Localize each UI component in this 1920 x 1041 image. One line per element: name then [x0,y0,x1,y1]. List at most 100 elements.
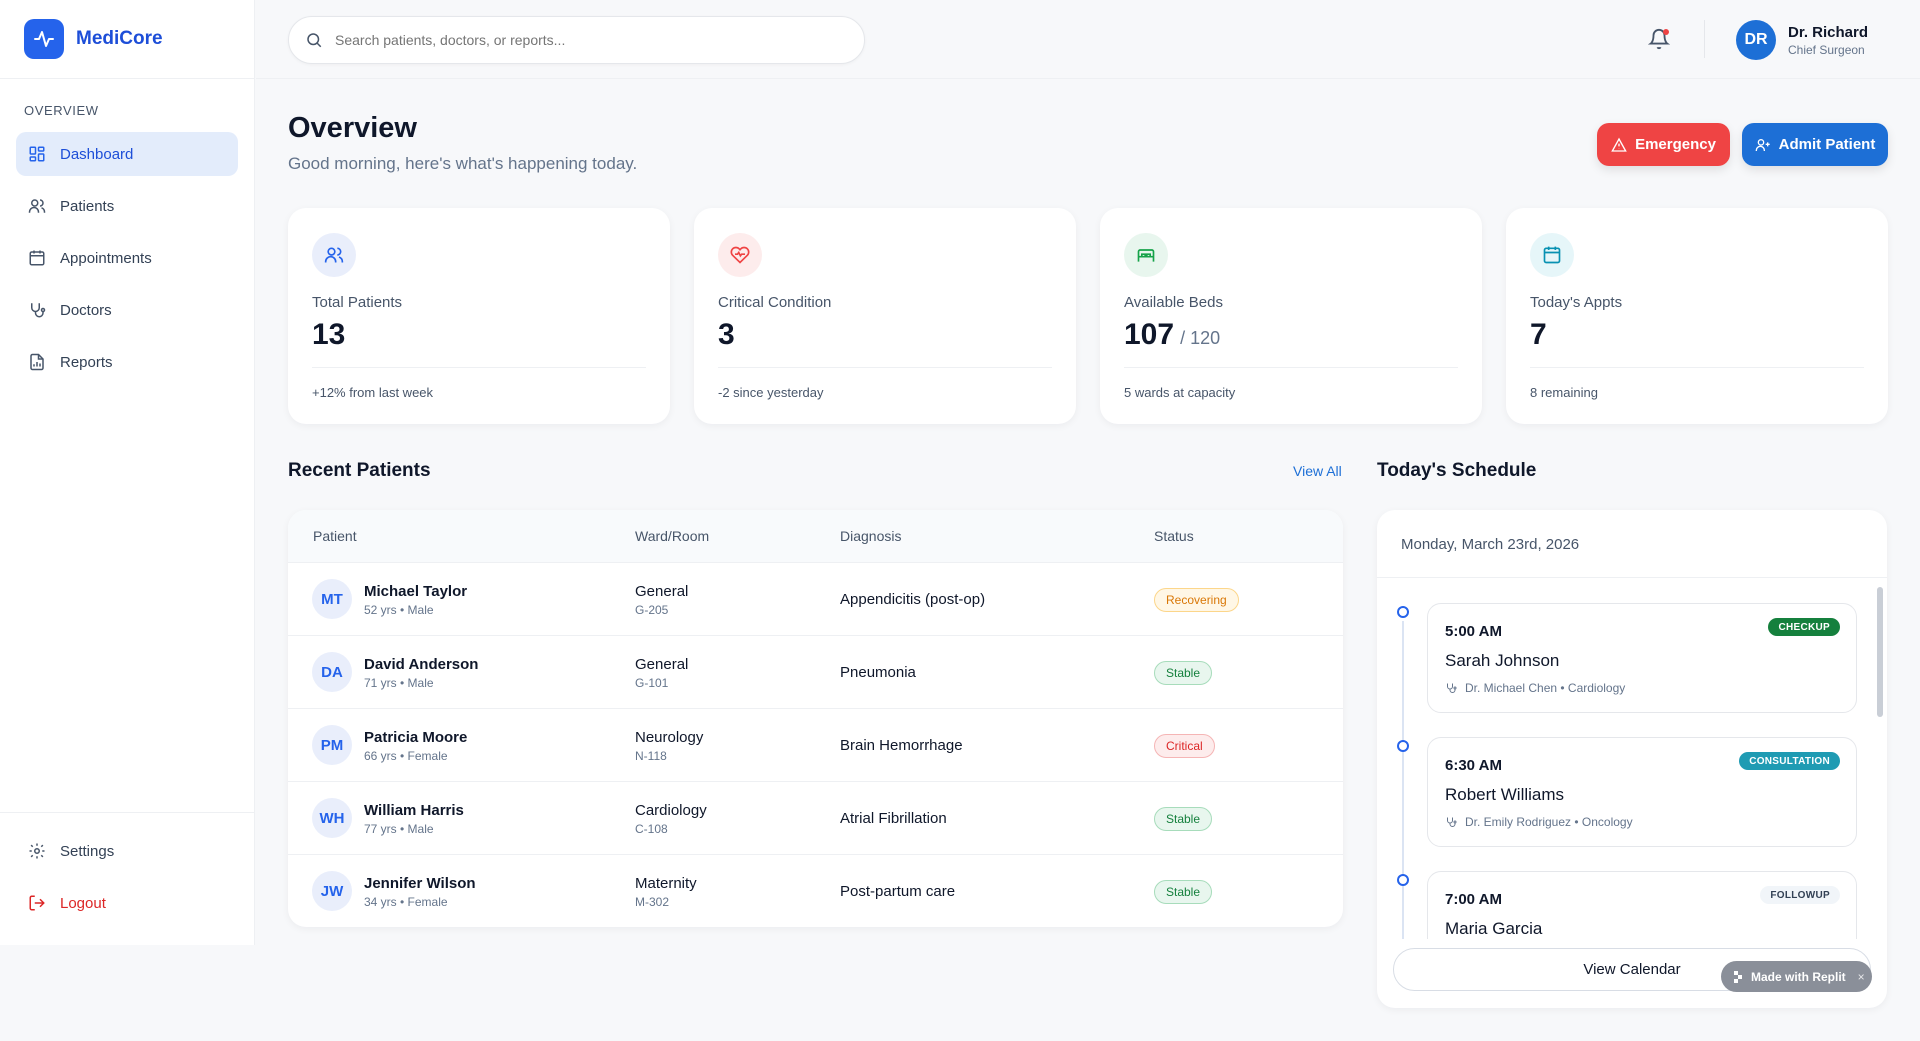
appointment-doctor: Dr. Emily Rodriguez • Oncology [1445,815,1633,829]
sidebar-item-logout[interactable]: Logout [16,881,238,925]
patient-avatar: DA [312,652,352,692]
header-divider [1704,20,1705,58]
calendar-icon [1530,233,1574,277]
timeline-dot [1397,874,1409,886]
stat-value: 107/ 120 [1124,318,1221,351]
report-icon [30,353,44,371]
column-header[interactable]: Ward/Room [635,528,710,544]
avatar: DR [1736,20,1776,60]
table-row[interactable]: PM Patricia Moore 66 yrs • Female Neurol… [288,709,1343,782]
stat-label: Today's Appts [1530,294,1623,311]
sidebar-item-label: Appointments [60,249,152,267]
patient-name: Michael Taylor [364,583,468,600]
search-input[interactable] [335,32,835,48]
appointment-time: 5:00 AM [1445,623,1502,640]
appointment-card[interactable]: 7:00 AM FOLLOWUP Maria Garcia [1427,871,1857,939]
emergency-button[interactable]: Emergency [1597,123,1730,166]
patient-meta: 52 yrs • Male [364,603,434,617]
column-header[interactable]: Patient [313,528,357,544]
stat-footnote: -2 since yesterday [718,385,824,400]
sidebar-item-settings[interactable]: Settings [16,829,238,873]
sidebar-item-appointments[interactable]: Appointments [16,236,238,280]
bed-icon [1124,233,1168,277]
stat-footnote: 8 remaining [1530,385,1598,400]
sidebar-item-doctors[interactable]: Doctors [16,288,238,332]
logout-icon [29,895,45,911]
close-icon[interactable]: × [1857,969,1865,984]
column-header[interactable]: Status [1154,528,1194,544]
stat-value-suffix: / 120 [1180,328,1221,348]
nav-heading: OVERVIEW [24,103,99,118]
user-role: Chief Surgeon [1788,42,1865,57]
heart-pulse-icon [718,233,762,277]
stat-card-critical: Critical Condition 3 -2 since yesterday [694,208,1076,424]
stethoscope-icon [1447,683,1457,693]
stat-card-total-patients: Total Patients 13 +12% from last week [288,208,670,424]
page-subtitle: Good morning, here's what's happening to… [288,154,638,173]
table-row[interactable]: JW Jennifer Wilson 34 yrs • Female Mater… [288,855,1343,927]
room: C-108 [635,822,668,836]
made-with-replit-badge[interactable]: Made with Replit × [1721,961,1872,992]
appointment-patient: Sarah Johnson [1445,651,1560,670]
schedule-list[interactable]: 5:00 AM CHECKUP Sarah Johnson Dr. Michae… [1377,579,1887,939]
sidebar-item-label: Doctors [60,301,112,319]
patient-avatar: JW [312,871,352,911]
diagnosis: Brain Hemorrhage [840,737,963,754]
brand-name: MediCore [76,28,163,49]
ward: Neurology [635,729,704,746]
patient-avatar: WH [312,798,352,838]
appointment-type-badge: FOLLOWUP [1760,886,1840,904]
bell-icon [1647,29,1671,50]
patient-meta: 34 yrs • Female [364,895,448,909]
users-icon [28,199,46,213]
room: G-205 [635,603,669,617]
sidebar-item-reports[interactable]: Reports [16,340,238,384]
calendar-icon [29,250,45,266]
scrollbar[interactable] [1877,587,1883,717]
patient-meta: 77 yrs • Male [364,822,434,836]
replit-icon [1734,970,1742,983]
stat-footnote: 5 wards at capacity [1124,385,1236,400]
appointment-type-badge: CHECKUP [1768,618,1840,636]
appointment-card[interactable]: 5:00 AM CHECKUP Sarah Johnson Dr. Michae… [1427,603,1857,713]
patient-name: William Harris [364,802,464,819]
timeline-dot [1397,606,1409,618]
status-badge: Critical [1154,734,1215,758]
ward: Maternity [635,875,697,892]
patient-avatar: MT [312,579,352,619]
appointment-patient: Maria Garcia [1445,919,1543,938]
appointment-patient: Robert Williams [1445,785,1565,804]
search-icon [307,33,322,48]
table-header: Patient Ward/Room Diagnosis Status [288,510,1343,563]
patients-table: Patient Ward/Room Diagnosis Status MT Mi… [288,510,1343,927]
search-bar[interactable] [288,16,865,64]
page-title: Overview [288,112,417,144]
user-menu[interactable]: DR Dr. Richard Chief Surgeon [1736,20,1868,60]
room: G-101 [635,676,669,690]
table-row[interactable]: MT Michael Taylor 52 yrs • Male General … [288,563,1343,636]
room: M-302 [635,895,670,909]
sidebar-item-patients[interactable]: Patients [16,184,238,228]
admit-patient-button[interactable]: Admit Patient [1742,123,1888,166]
status-badge: Recovering [1154,588,1239,612]
table-row[interactable]: DA David Anderson 71 yrs • Male General … [288,636,1343,709]
appointment-card[interactable]: 6:30 AM CONSULTATION Robert Williams Dr.… [1427,737,1857,847]
gear-icon [29,843,45,859]
brand[interactable]: MediCore [0,0,254,79]
appointment-doctor: Dr. Michael Chen • Cardiology [1445,681,1625,695]
stat-footnote: +12% from last week [312,385,434,400]
warning-icon [1611,137,1627,152]
stethoscope-icon [1447,817,1457,827]
diagnosis: Post-partum care [840,883,956,900]
stat-card-beds: Available Beds 107/ 120 5 wards at capac… [1100,208,1482,424]
sidebar-item-dashboard[interactable]: Dashboard [16,132,238,176]
diagnosis: Pneumonia [840,664,916,681]
column-header[interactable]: Diagnosis [840,528,902,544]
table-row[interactable]: WH William Harris 77 yrs • Male Cardiolo… [288,782,1343,855]
diagnosis: Atrial Fibrillation [840,810,947,827]
schedule-title: Today's Schedule [1377,460,1537,481]
notifications-button[interactable] [1647,28,1671,50]
emergency-label: Emergency [1635,136,1716,153]
view-all-link[interactable]: View All [1293,463,1342,479]
room: N-118 [635,749,667,763]
